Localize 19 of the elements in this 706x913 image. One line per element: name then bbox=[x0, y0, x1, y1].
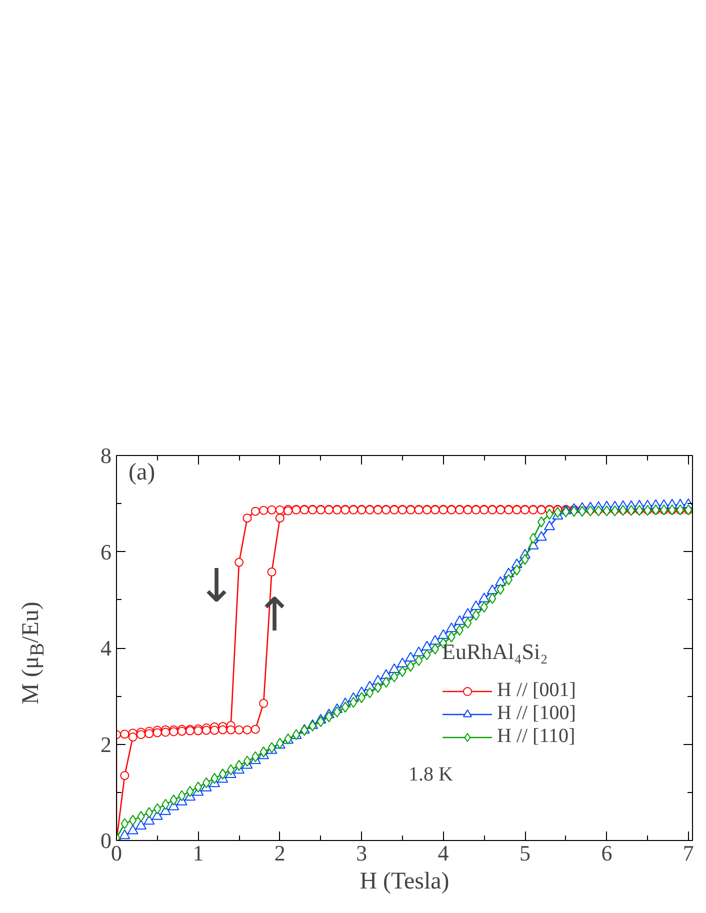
y-tick-label: 4 bbox=[100, 636, 112, 660]
x-tick-label: 2 bbox=[274, 840, 286, 866]
y-tick-label: 2 bbox=[100, 732, 112, 757]
y-tick-label: 6 bbox=[100, 539, 112, 564]
annotation: ↓ bbox=[197, 558, 236, 612]
x-tick-label: 4 bbox=[438, 840, 449, 866]
annotation: 1.8 K bbox=[408, 764, 454, 786]
annotation: (a) bbox=[128, 460, 156, 486]
legend-label: H // [100] bbox=[497, 702, 576, 725]
x-tick-label: 7 bbox=[682, 840, 694, 866]
legend-title: EuRhAl₄Si₂ bbox=[442, 639, 549, 665]
x-tick-label: 6 bbox=[601, 840, 612, 866]
y-tick-label: 8 bbox=[100, 443, 112, 468]
legend-label: H // [001] bbox=[497, 679, 576, 702]
x-tick-label: 1 bbox=[192, 840, 204, 866]
x-axis-title: H (Tesla) bbox=[360, 868, 450, 894]
x-tick-label: 5 bbox=[520, 840, 531, 866]
legend-label: H // [110] bbox=[497, 725, 576, 748]
x-tick-label: 3 bbox=[356, 840, 368, 866]
